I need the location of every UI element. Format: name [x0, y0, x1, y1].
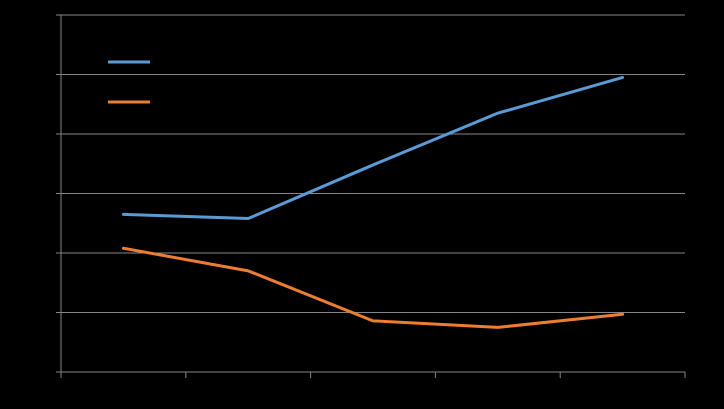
- legend: [108, 60, 150, 104]
- gridlines: [61, 14, 685, 313]
- series-2-line: [121, 246, 625, 329]
- axes: [56, 14, 686, 378]
- series-lines: [121, 75, 625, 329]
- series-1-line: [121, 75, 625, 220]
